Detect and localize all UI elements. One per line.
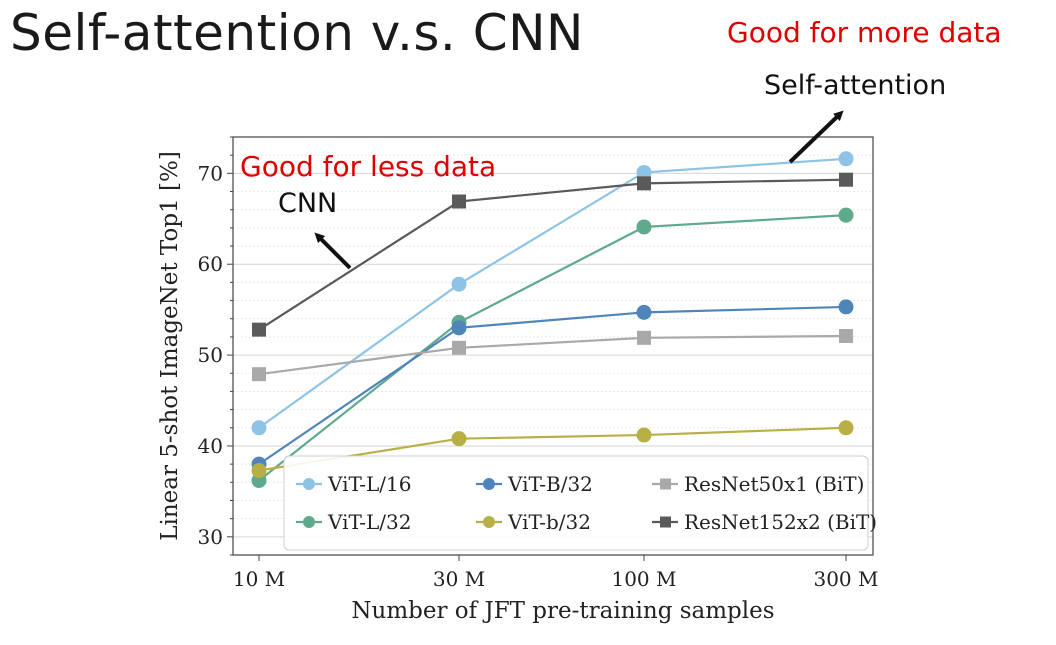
label-self-attention: Self-attention [764, 70, 947, 101]
slide-title: Self-attention v.s. CNN [10, 4, 584, 62]
y-tick-label: 60 [198, 252, 223, 276]
y-tick-label: 30 [198, 525, 223, 549]
data-point [452, 194, 466, 209]
tick-layer: 30 40 50 60 70 10 M 30 M 100 M 300 M [198, 136, 879, 591]
data-point [251, 462, 267, 478]
series-layer [251, 151, 854, 488]
legend-marker [660, 516, 671, 528]
data-point [838, 207, 854, 223]
data-point [252, 322, 266, 337]
y-tick-label: 70 [198, 161, 223, 185]
legend-entry: ResNet152x2 (BiT) [684, 510, 877, 534]
legend-marker [483, 478, 495, 490]
data-point [838, 299, 854, 315]
data-point [636, 219, 652, 235]
series-line [258, 157, 847, 429]
series-line [258, 214, 847, 482]
plot-frame [232, 136, 874, 556]
data-point [451, 320, 467, 336]
data-point [251, 420, 267, 436]
x-tick-label: 30 M [433, 567, 485, 591]
legend-marker [303, 516, 315, 528]
note-less-data: Good for less data [240, 150, 497, 183]
data-point [839, 172, 853, 187]
self-attention-arrow [788, 110, 844, 164]
data-point [838, 151, 854, 167]
y-tick-label: 40 [198, 434, 223, 458]
data-point [637, 176, 651, 191]
label-cnn: CNN [278, 188, 338, 219]
x-axis-label: Number of JFT pre-training samples [351, 598, 774, 624]
y-axis-label: Linear 5-shot ImageNet Top1 [%] [157, 151, 183, 541]
series-resnet152x2-bit- [252, 172, 853, 337]
legend-entry: ResNet50x1 (BiT) [684, 472, 864, 496]
x-tick-label: 10 M [233, 567, 285, 591]
data-point [451, 431, 467, 447]
data-point [636, 164, 652, 180]
series-line [258, 426, 847, 472]
data-point [451, 276, 467, 292]
annotations [314, 110, 844, 270]
cnn-arrow [314, 232, 352, 270]
legend: ViT-L/16 ViT-B/32 ResNet50x1 (BiT) ViT-L/32… [283, 455, 877, 551]
series-vit-b-32 [251, 299, 854, 472]
data-point [252, 367, 266, 382]
x-tick-label: 100 M [611, 567, 676, 591]
data-point [838, 420, 854, 436]
legend-marker [660, 478, 671, 490]
data-point [452, 340, 466, 355]
x-tick-label: 300 M [813, 567, 878, 591]
data-point [637, 330, 651, 345]
y-tick-label: 50 [198, 343, 223, 367]
note-more-data: Good for more data [727, 16, 1002, 49]
series-line [258, 305, 847, 466]
series-vit-b-32 [251, 420, 854, 478]
data-point [636, 427, 652, 443]
data-point [839, 329, 853, 344]
series-vit-l-16 [251, 151, 854, 436]
legend-entry: ViT-B/32 [507, 472, 593, 496]
series-resnet50x1-bit- [252, 329, 853, 382]
legend-entry: ViT-L/16 [327, 472, 411, 496]
series-line [258, 334, 847, 376]
data-point [636, 304, 652, 320]
legend-entry: ViT-L/32 [327, 510, 411, 534]
legend-marker [303, 478, 315, 490]
legend-box [283, 455, 869, 551]
legend-marker [483, 516, 495, 528]
legend-entry: ViT-b/32 [507, 510, 591, 534]
series-line [258, 178, 847, 331]
